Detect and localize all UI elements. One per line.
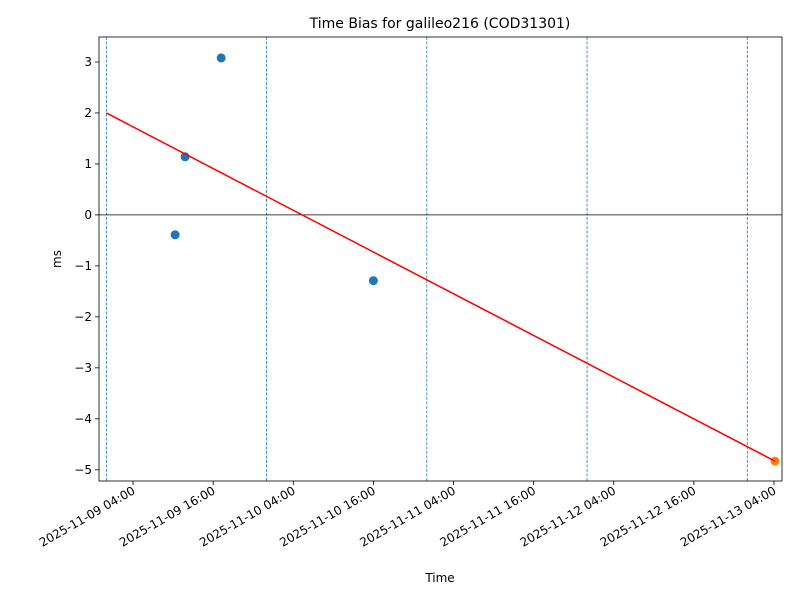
y-axis-label: ms (50, 250, 64, 268)
y-tick-label: −5 (74, 463, 92, 477)
y-tick-label: −1 (74, 259, 92, 273)
y-tick-label: −2 (74, 310, 92, 324)
point (170, 230, 180, 240)
chart-title: Time Bias for galileo216 (COD31301) (309, 16, 571, 32)
y-tick-label: −3 (74, 361, 92, 375)
x-axis-label: Time (424, 571, 454, 585)
y-tick-label: 0 (84, 208, 92, 222)
y-tick-label: 2 (84, 106, 92, 120)
point (216, 53, 226, 63)
y-tick-label: 1 (84, 157, 92, 171)
y-tick-label: −4 (74, 412, 92, 426)
fit-line (105, 112, 776, 462)
plot-frame (98, 36, 783, 482)
point (368, 276, 378, 286)
y-tick-label: 3 (84, 55, 92, 69)
